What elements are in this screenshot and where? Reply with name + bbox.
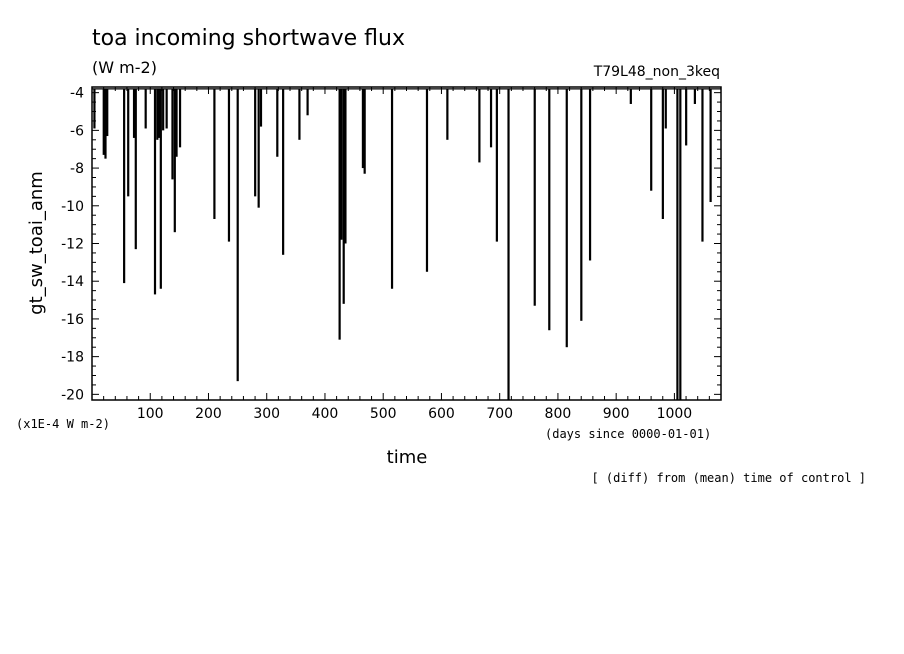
x-tick-label: 400 <box>312 406 339 422</box>
y-tick-label: -20 <box>61 387 84 403</box>
bar <box>165 88 168 129</box>
bar <box>153 88 157 295</box>
x-tick-label: 300 <box>253 406 280 422</box>
y-tick-label: -10 <box>61 199 84 215</box>
bar <box>478 88 481 163</box>
bar <box>257 88 260 208</box>
bar <box>106 88 109 137</box>
bar <box>282 88 285 255</box>
y-tick-labels: -4 -6 -8 -10 -12 -14 -16 -18 -20 <box>61 86 84 404</box>
bar <box>134 88 137 250</box>
y-scale-note: (x1E-4 W m-2) <box>16 417 110 431</box>
bar <box>236 88 239 382</box>
y-axis-label: gt_sw_toai_anm <box>26 171 47 315</box>
x-tick-label: 700 <box>486 406 513 422</box>
bar <box>390 88 394 289</box>
bar <box>588 88 592 261</box>
bar <box>565 88 568 348</box>
y-tick-label: -12 <box>61 237 84 253</box>
bar <box>495 88 498 242</box>
bar <box>159 88 162 289</box>
x-tick-label: 200 <box>195 406 222 422</box>
x-tick-labels: 100 200 300 400 500 600 700 800 900 1000 <box>137 406 692 422</box>
bar <box>425 88 429 272</box>
bar <box>342 88 345 304</box>
bar <box>685 88 688 146</box>
bar <box>102 88 105 155</box>
bar <box>709 88 712 203</box>
y-tick-label: -8 <box>70 161 84 177</box>
y-tick-label: -18 <box>61 350 84 366</box>
bar <box>173 88 176 233</box>
bar <box>507 88 510 400</box>
bar <box>676 88 679 400</box>
bar <box>693 88 696 104</box>
bar <box>661 88 664 219</box>
plot-frame <box>91 86 722 401</box>
bar <box>259 88 263 127</box>
bar <box>489 88 493 148</box>
bar <box>650 88 653 191</box>
y-tick-label: -6 <box>70 123 84 139</box>
bar <box>340 88 343 240</box>
x-tick-label: 1000 <box>657 406 693 422</box>
bar-series <box>92 88 721 400</box>
bar <box>178 88 182 148</box>
bar <box>104 88 107 159</box>
x-tick-label: 100 <box>137 406 164 422</box>
bar <box>132 88 136 138</box>
bar <box>446 88 449 140</box>
bar <box>664 88 667 129</box>
bar <box>276 88 279 157</box>
y-tick-label: -16 <box>61 312 84 328</box>
bar <box>548 88 551 331</box>
x-tick-label: 600 <box>428 406 455 422</box>
chart-title: toa incoming shortwave flux <box>92 26 405 51</box>
bar <box>580 88 583 321</box>
x-tick-label: 800 <box>545 406 572 422</box>
x-axis-label: time <box>387 447 428 468</box>
bar <box>254 88 257 197</box>
bar <box>156 88 159 140</box>
bar <box>127 88 130 197</box>
case-label: T79L48_non_3keq <box>593 64 720 80</box>
bar <box>171 88 174 180</box>
bar <box>227 88 231 242</box>
bar <box>533 88 536 306</box>
bar <box>175 88 178 157</box>
axis-ticks <box>92 87 721 400</box>
bar <box>213 88 216 219</box>
bar <box>157 88 161 138</box>
bar <box>338 88 341 340</box>
bar <box>298 88 301 140</box>
bar <box>306 88 309 116</box>
x-unit-note: (days since 0000-01-01) <box>545 427 711 441</box>
y-tick-label: -4 <box>70 86 84 102</box>
bar <box>93 88 96 129</box>
bar <box>344 88 347 244</box>
bar <box>363 88 366 174</box>
bar <box>701 88 704 242</box>
bar <box>162 88 165 131</box>
bar <box>629 88 632 104</box>
x-tick-label: 900 <box>603 406 630 422</box>
x-tick-label: 500 <box>370 406 397 422</box>
bar <box>144 88 147 129</box>
y-tick-label: -14 <box>61 274 84 290</box>
bar <box>679 88 682 400</box>
footnote: [ (diff) from (mean) time of control ] <box>591 471 866 485</box>
bar <box>361 88 365 169</box>
bar <box>123 88 126 284</box>
unit-label: (W m-2) <box>92 58 157 77</box>
